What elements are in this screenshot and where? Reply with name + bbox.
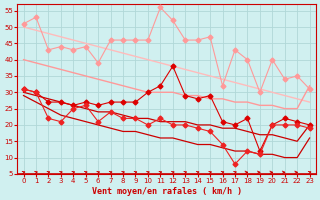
X-axis label: Vent moyen/en rafales ( km/h ): Vent moyen/en rafales ( km/h ) [92, 187, 242, 196]
